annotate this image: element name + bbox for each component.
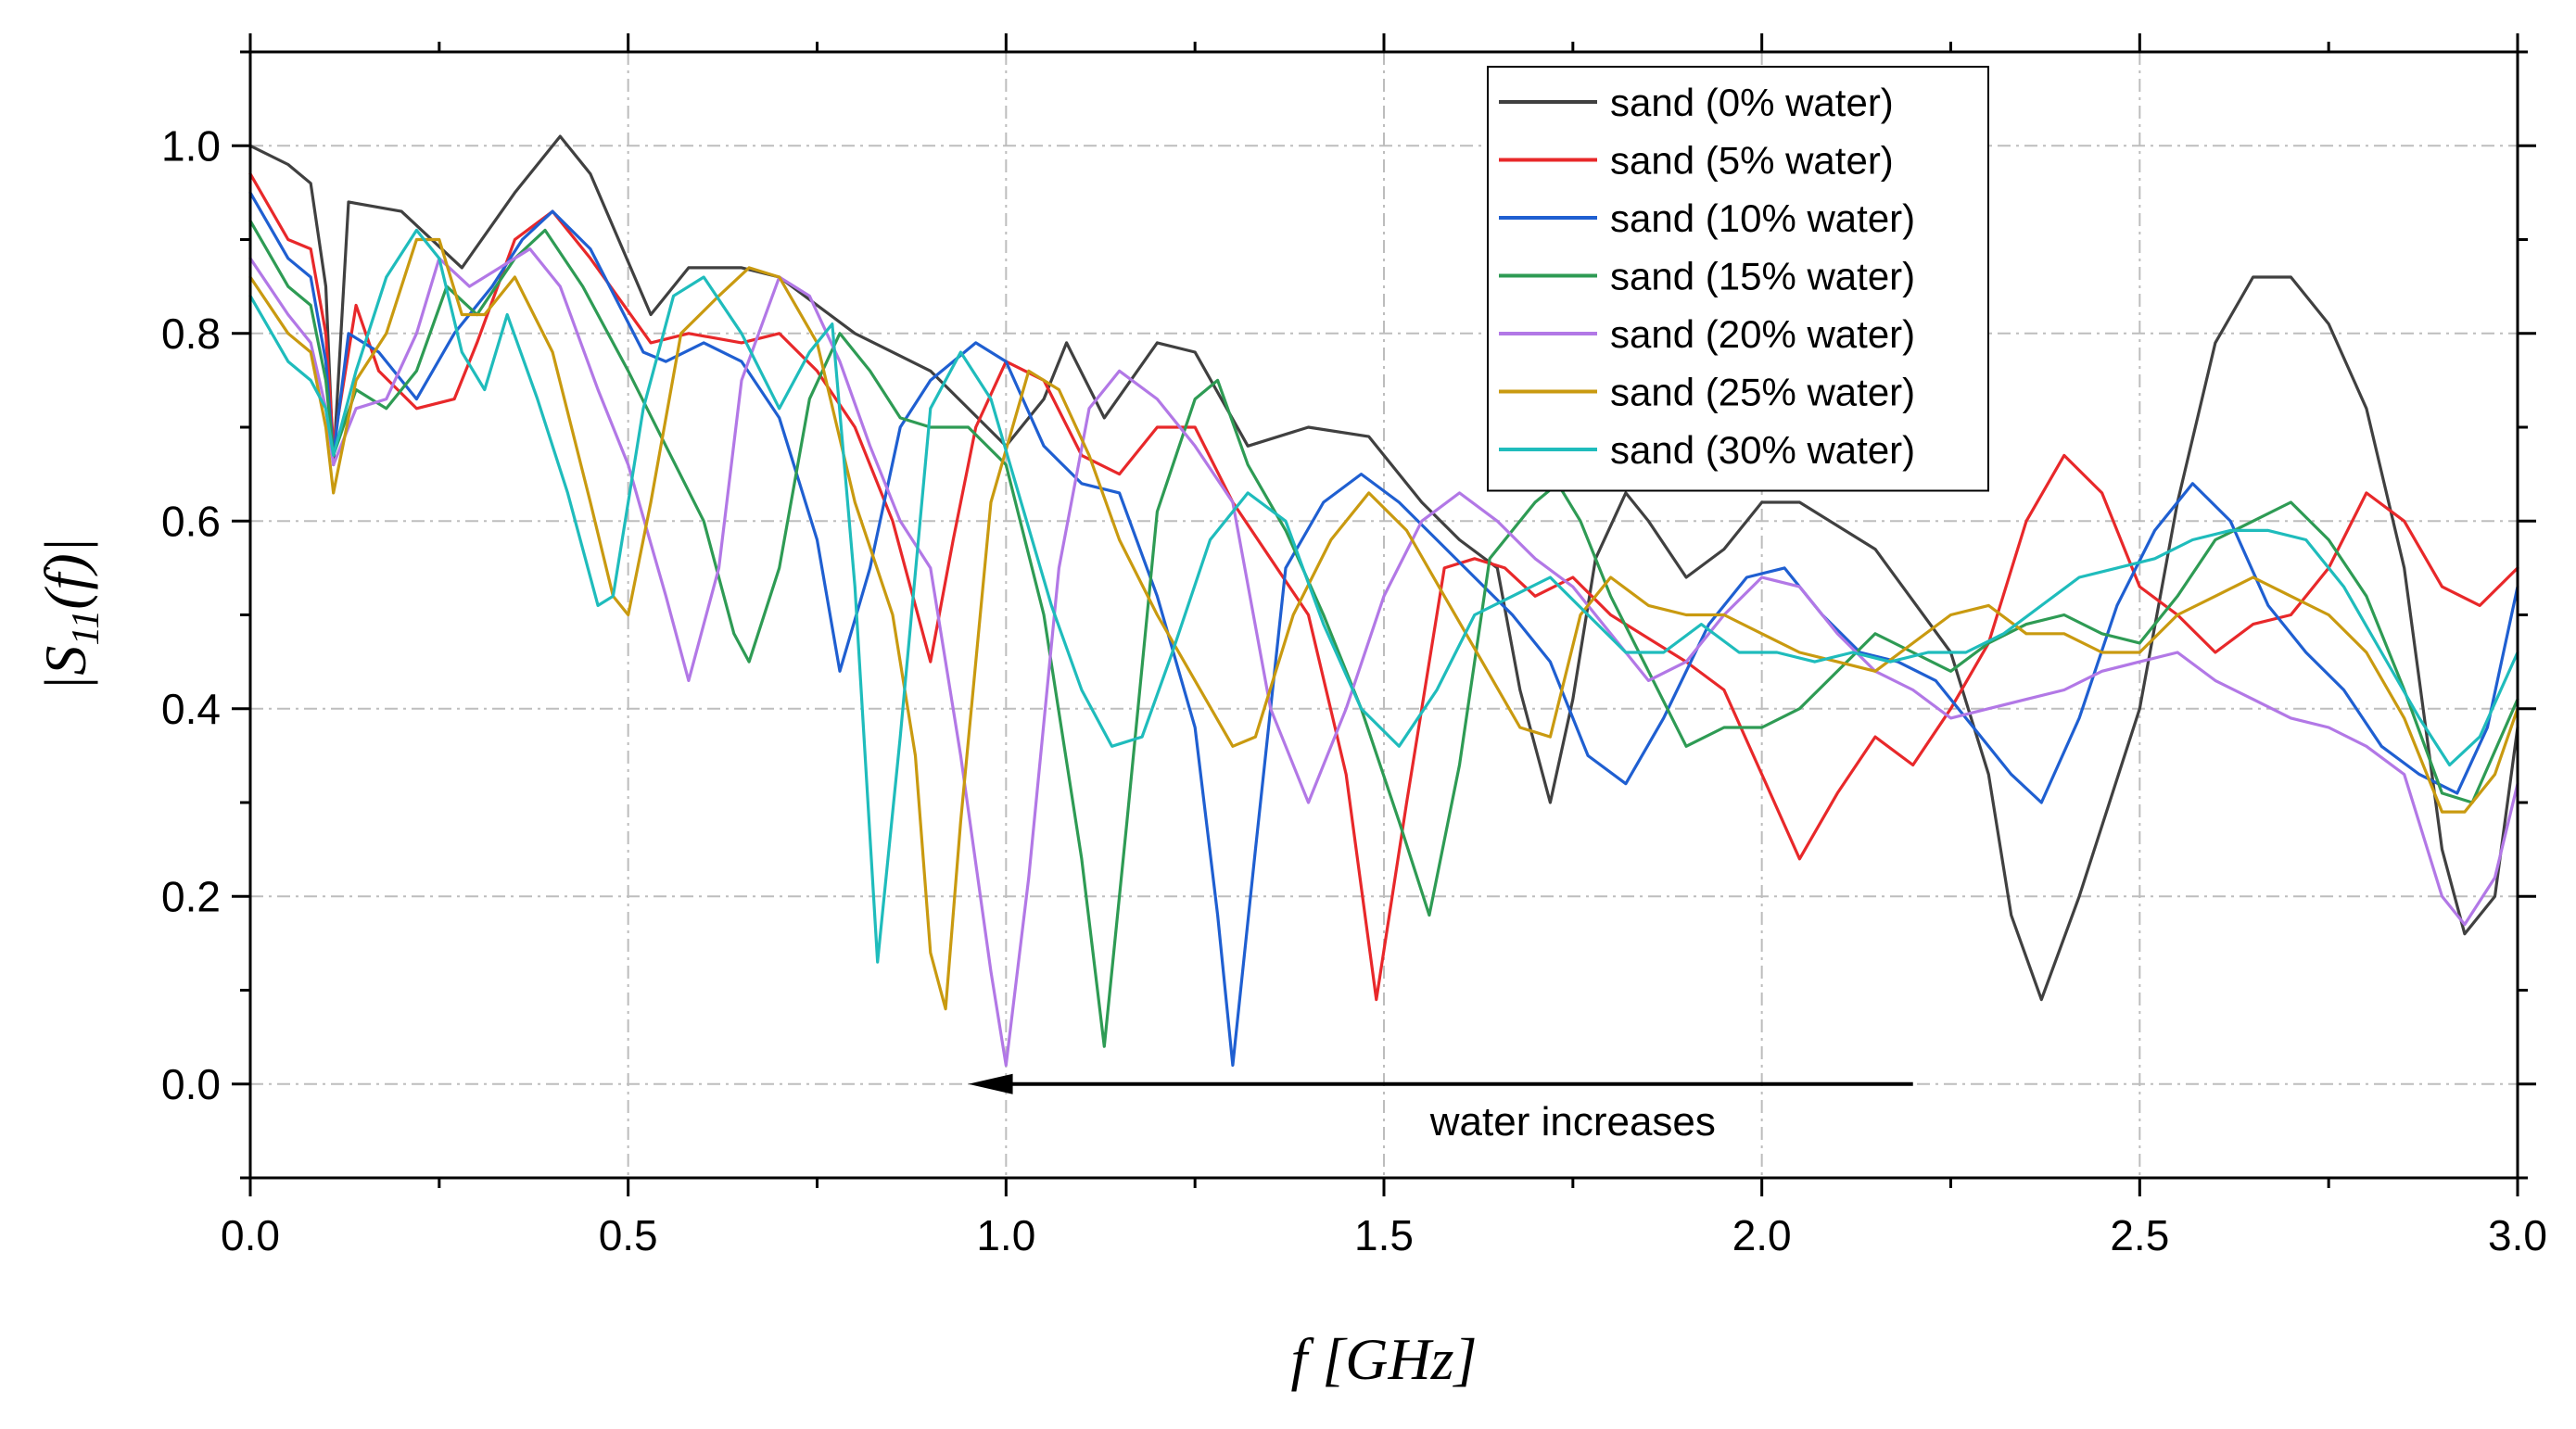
- legend-label: sand (0% water): [1610, 81, 1894, 124]
- y-tick-label: 0.6: [161, 497, 221, 545]
- y-tick-label: 0.8: [161, 310, 221, 358]
- series-line: [248, 247, 2519, 1068]
- legend: sand (0% water) sand (5% water) sand (10% …: [1487, 66, 1989, 492]
- legend-label: sand (20% water): [1610, 312, 1915, 356]
- legend-label: sand (5% water): [1610, 139, 1894, 183]
- series-line: [248, 172, 2519, 1002]
- series-line: [248, 237, 2519, 1011]
- annotation-arrow-head: [968, 1073, 1013, 1094]
- legend-box: [1487, 66, 1989, 492]
- x-axis-title: f [GHz]: [1291, 1326, 1478, 1392]
- annotation: water increases: [968, 1073, 1913, 1144]
- series-line: [248, 134, 2519, 1002]
- y-tick-label: 0.0: [161, 1060, 221, 1108]
- series-line: [248, 228, 2519, 964]
- series-lines: [248, 134, 2519, 1068]
- x-tick-label: 3.0: [2488, 1211, 2547, 1259]
- series-line: [248, 219, 2519, 1048]
- annotation-text: water increases: [1429, 1099, 1716, 1144]
- y-tick-label: 0.2: [161, 872, 221, 920]
- y-tick-label: 0.4: [161, 685, 221, 733]
- legend-label: sand (30% water): [1610, 428, 1915, 472]
- x-tick-label: 1.0: [976, 1211, 1035, 1259]
- y-tick-label: 1.0: [161, 121, 221, 170]
- legend-label: sand (10% water): [1610, 196, 1915, 240]
- y-axis-title: |S11(f)|: [32, 537, 108, 691]
- x-tick-label: 0.0: [221, 1211, 280, 1259]
- axis-ticks: 0.0 0.5 1.0 1.5 2.0 2.5 3.0 0.0 0.2 0.4 0.6 0.8 1.0: [161, 33, 2547, 1259]
- series-line: [248, 191, 2519, 1068]
- x-tick-label: 1.5: [1354, 1211, 1414, 1259]
- legend-label: sand (15% water): [1610, 255, 1915, 298]
- x-tick-label: 2.0: [1732, 1211, 1792, 1259]
- x-tick-label: 0.5: [599, 1211, 658, 1259]
- legend-label: sand (25% water): [1610, 371, 1915, 414]
- x-tick-label: 2.5: [2110, 1211, 2169, 1259]
- grid: [250, 52, 2518, 1178]
